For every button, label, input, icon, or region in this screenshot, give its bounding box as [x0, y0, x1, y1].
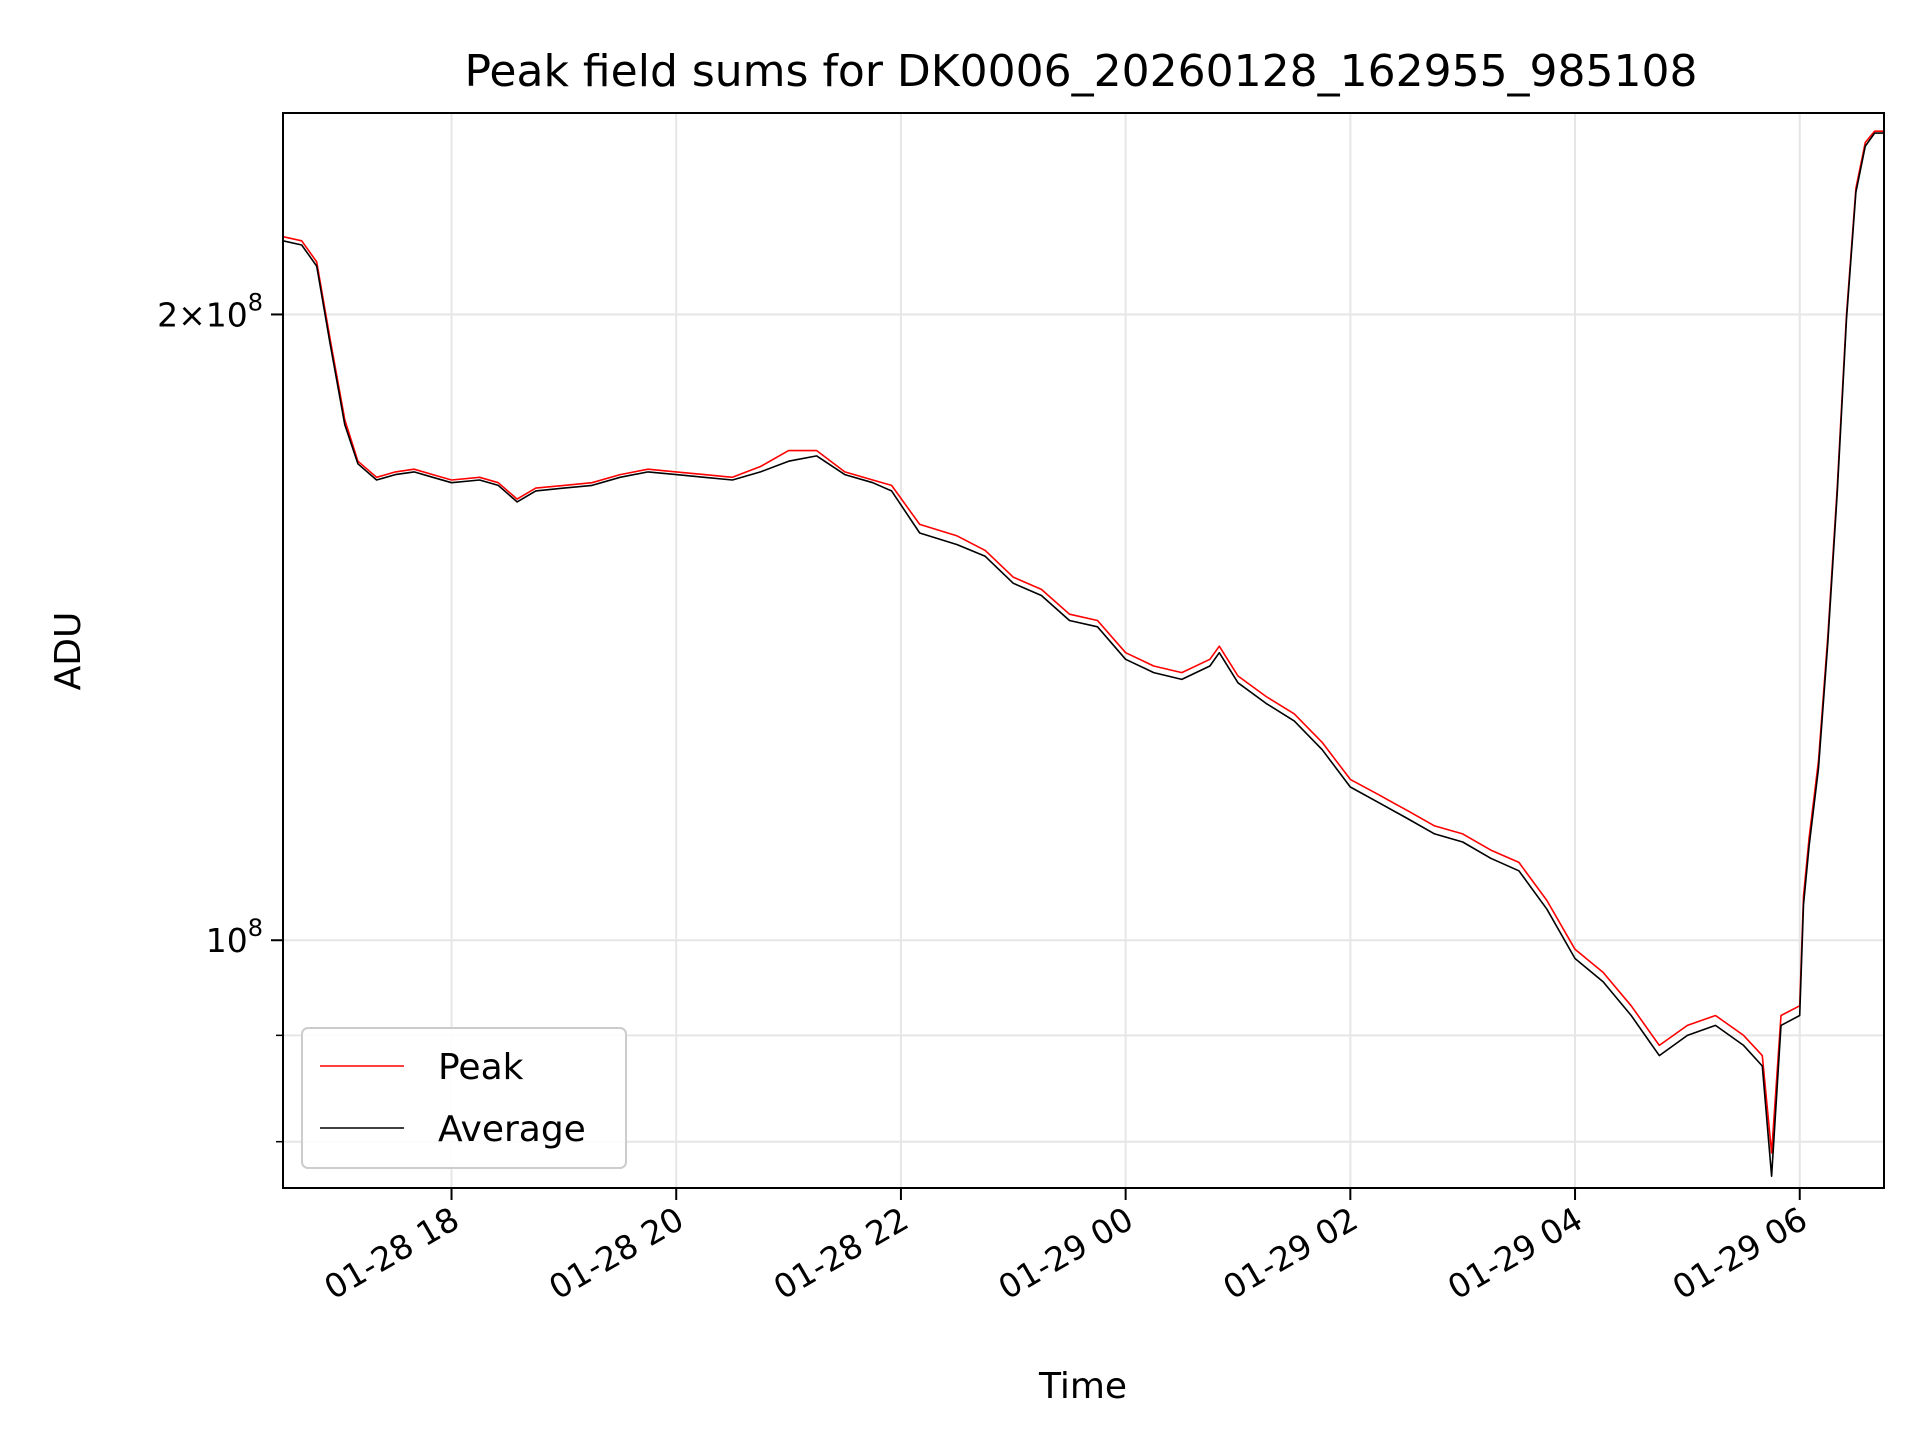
legend-label-average: Average [438, 1109, 586, 1150]
y-tick-label-exponent: 8 [248, 914, 263, 942]
legend: Peak Average [301, 1027, 627, 1169]
y-tick-label-exponent: 8 [248, 288, 263, 316]
series-line-average [282, 132, 1884, 1177]
x-axis-label: Time [1038, 1366, 1127, 1407]
y-tick-label: 108 [206, 914, 263, 960]
plot-frame [282, 112, 1885, 1189]
legend-box [301, 1027, 627, 1169]
y-axis-label: ADU [48, 612, 89, 691]
y-tick-label-base: 2×10 [157, 295, 248, 334]
series-line-peak [282, 130, 1884, 1154]
legend-label-peak: Peak [438, 1047, 524, 1088]
chart-title: Peak field sums for DK0006_20260128_1629… [464, 46, 1697, 97]
y-tick-label-base: 10 [206, 921, 248, 960]
y-tick-label: 2×108 [157, 288, 263, 334]
series-layer [282, 130, 1884, 1177]
